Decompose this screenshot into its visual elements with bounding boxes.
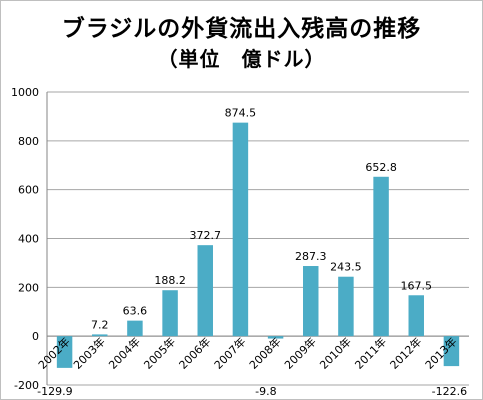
y-tick-label: 0 (32, 330, 39, 343)
data-label: 243.5 (330, 261, 362, 274)
data-label: 167.5 (401, 279, 433, 292)
data-label: 7.2 (91, 318, 109, 331)
bar-2002年 (56, 336, 73, 368)
data-label: 287.3 (295, 250, 327, 263)
x-tick-label: 2004年 (106, 334, 143, 371)
x-tick-label: 2009年 (281, 334, 318, 371)
y-tick-label: 200 (18, 281, 39, 294)
bar-2006年 (197, 245, 213, 337)
y-tick-label: 800 (18, 135, 39, 148)
bar-2005年 (162, 290, 178, 337)
data-label: 652.8 (365, 161, 397, 174)
data-label: -9.8 (255, 385, 276, 398)
x-tick-label: 2003年 (70, 334, 107, 371)
x-tick-label: 2005年 (141, 334, 178, 371)
bar-2013年 (443, 336, 460, 367)
x-tick-label: 2006年 (176, 334, 213, 371)
data-label: 188.2 (154, 274, 186, 287)
x-tick-label: 2007年 (211, 334, 248, 371)
data-label: -122.6 (432, 385, 467, 398)
bar-2004年 (127, 320, 143, 337)
chart-subtitle: （単位 億ドル） (157, 47, 326, 71)
bar-2008年 (267, 336, 284, 339)
y-tick-label: 1000 (11, 86, 39, 99)
data-label: 63.6 (123, 305, 148, 318)
x-tick-label: 2008年 (246, 334, 283, 371)
bar-2009年 (303, 266, 319, 337)
data-label: 372.7 (190, 229, 222, 242)
data-label: -129.9 (37, 385, 72, 398)
y-tick-label: 600 (18, 184, 39, 197)
bar-2011年 (373, 176, 389, 337)
data-label: 874.5 (225, 107, 257, 120)
x-tick-label: 2010年 (317, 334, 354, 371)
chart-title: ブラジルの外貨流出入残高の推移 (61, 16, 422, 42)
y-tick-label: -200 (14, 379, 39, 392)
y-tick-label: 400 (18, 233, 39, 246)
bar-2010年 (338, 276, 354, 337)
x-tick-label: 2011年 (352, 334, 389, 371)
x-tick-label: 2012年 (387, 334, 424, 371)
bar-2012年 (408, 295, 424, 337)
bar-2003年 (92, 334, 108, 337)
bar-2007年 (232, 122, 249, 337)
